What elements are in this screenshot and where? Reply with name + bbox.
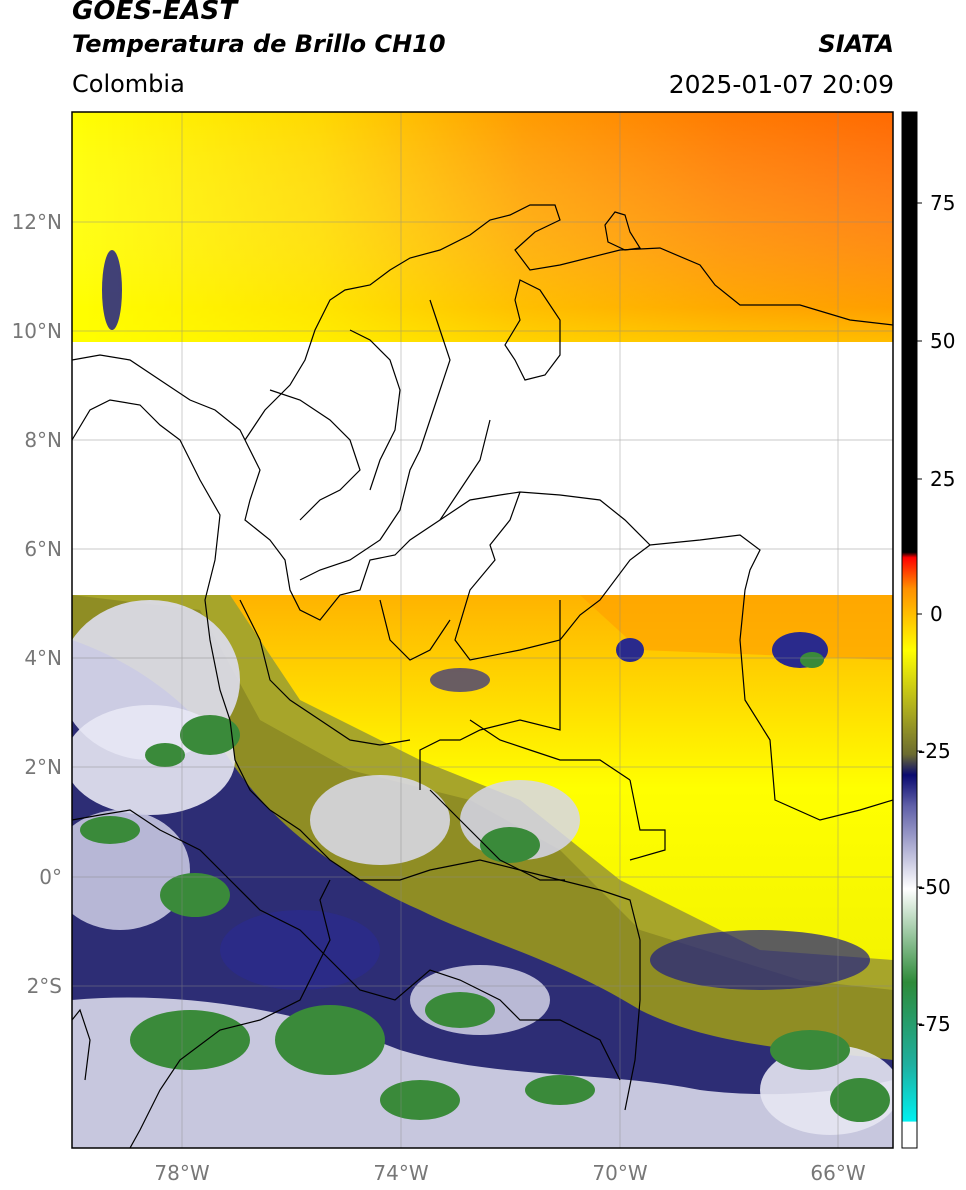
region-label: Colombia	[72, 70, 185, 98]
lat-tick-label: 0°	[39, 865, 62, 889]
colorbar-tick-label: 0	[930, 602, 943, 626]
lat-tick-label: 12°N	[12, 210, 62, 234]
lon-tick-label: 66°W	[810, 1161, 865, 1185]
colorbar-tick-label: 75	[930, 191, 955, 215]
colorbar-tick-label: -75	[918, 1012, 951, 1036]
lat-tick-label: 6°N	[24, 537, 62, 561]
product-title: Temperatura de Brillo CH10	[72, 30, 446, 58]
cold-cloud-top	[180, 715, 240, 755]
map-imagery	[72, 112, 893, 1148]
lat-tick-label: 4°N	[24, 646, 62, 670]
caribbean-cloud-cluster	[102, 250, 122, 330]
lat-tick-label: 10°N	[12, 319, 62, 343]
longitude-axis: 78°W 74°W 70°W 66°W	[154, 1161, 865, 1185]
colorbar-tick-label: 25	[930, 467, 955, 491]
datetime-label: 2025-01-07 20:09	[668, 70, 894, 99]
latitude-axis: 12°N 10°N 8°N 6°N 4°N 2°N 0° 2°S	[12, 210, 62, 998]
coastlines-and-borders	[72, 204, 893, 1148]
lon-tick-label: 78°W	[154, 1161, 209, 1185]
lon-tick-label: 70°W	[592, 1161, 647, 1185]
lat-tick-label: 8°N	[24, 428, 62, 452]
lon-tick-label: 74°W	[373, 1161, 428, 1185]
colorbar-tick-label: -25	[918, 739, 951, 763]
missing-data-band	[72, 342, 893, 595]
satellite-title: GOES-EAST	[72, 0, 238, 26]
lat-tick-label: 2°S	[27, 974, 62, 998]
institution-label: SIATA	[818, 30, 894, 58]
colorbar: 75 50 25 0 -25 -50 -75	[901, 111, 955, 1149]
colorbar-gradient	[901, 111, 918, 1149]
lat-tick-label: 2°N	[24, 755, 62, 779]
colorbar-tick-label: 50	[930, 329, 955, 353]
map-frame	[71, 111, 894, 1149]
colorbar-tick-label: -50	[918, 875, 951, 899]
